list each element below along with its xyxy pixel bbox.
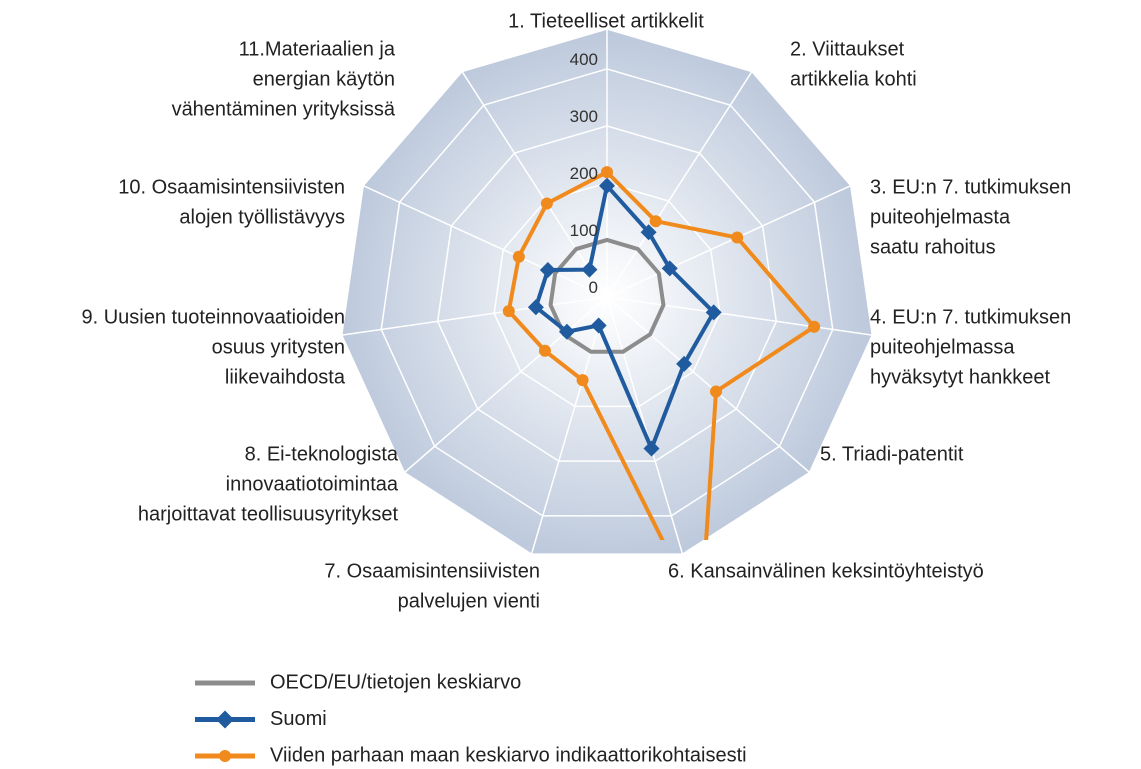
- spoke: [530, 296, 608, 555]
- category-label: puiteohjelmassa: [870, 336, 1015, 358]
- marker: [695, 611, 707, 623]
- y-tick-label: 100: [570, 221, 598, 240]
- y-tick-label: 200: [570, 164, 598, 183]
- marker: [710, 385, 723, 398]
- category-label: alojen työllistävyys: [179, 206, 345, 228]
- category-label: energian käytön: [253, 68, 395, 90]
- category-label: vähentäminen yrityksissä: [172, 98, 396, 120]
- marker: [512, 250, 525, 263]
- category-label: palvelujen vienti: [398, 590, 540, 612]
- legend-marker: [216, 710, 234, 729]
- web: [340, 28, 874, 555]
- labels: 0 100 200 300 400 1. Tieteelliset artikkelit 2…: [81, 10, 1071, 766]
- legend-label: OECD/EU/tietojen keskiarvo: [270, 671, 521, 693]
- category-label: hyväksytyt hankkeet: [870, 366, 1051, 388]
- legend-label: Suomi: [270, 708, 327, 730]
- category-label: 4. EU:n 7. tutkimuksen: [870, 306, 1071, 328]
- marker: [705, 304, 722, 321]
- marker: [590, 317, 607, 334]
- marker: [601, 166, 613, 179]
- category-label: harjoittavat teollisuusyritykset: [138, 503, 399, 525]
- y-tick-label: 300: [570, 107, 598, 126]
- category-label: innovaatiotoimintaa: [226, 473, 399, 495]
- legend-label: Viiden parhaan maan keskiarvo indikaatto…: [270, 744, 747, 766]
- spoke: [606, 184, 852, 298]
- category-label: osuus yritysten: [212, 336, 345, 358]
- category-label: 2. Viittaukset: [790, 38, 905, 60]
- series-layer: [502, 166, 821, 623]
- marker: [640, 224, 657, 241]
- y-tick-label: 0: [589, 278, 598, 297]
- legend-marker: [219, 750, 231, 762]
- marker: [576, 374, 589, 387]
- marker: [540, 197, 553, 210]
- category-label: 7. Osaamisintensiivisten: [324, 560, 540, 582]
- category-label: saatu rahoitus: [870, 236, 996, 258]
- series-1: [527, 177, 722, 457]
- marker: [661, 260, 678, 277]
- marker: [808, 320, 821, 333]
- marker: [581, 261, 598, 278]
- marker: [676, 355, 693, 372]
- marker: [502, 305, 515, 318]
- grid-ring: [493, 182, 721, 408]
- y-tick-label: 400: [570, 50, 598, 69]
- spoke: [403, 296, 608, 474]
- marker: [731, 231, 744, 244]
- category-label: 6. Kansainvälinen keksintöyhteistyö: [668, 560, 984, 582]
- category-label: 10. Osaamisintensiivisten: [118, 176, 345, 198]
- category-label: 1. Tieteelliset artikkelit: [508, 10, 704, 32]
- spoke: [606, 296, 684, 555]
- category-label: 11.Materiaalien ja: [239, 38, 396, 60]
- grid-ring: [436, 125, 778, 462]
- series-line: [506, 169, 818, 540]
- spoke: [461, 71, 608, 298]
- spoke: [341, 296, 608, 336]
- spoke: [362, 184, 608, 298]
- category-label: 9. Uusien tuoteinnovaatioiden: [81, 306, 345, 328]
- marker: [599, 177, 615, 194]
- category-label: puiteohjelmasta: [870, 206, 1011, 228]
- marker: [643, 440, 660, 457]
- category-label: 5. Triadi-patentit: [820, 443, 964, 465]
- series-2: [502, 166, 821, 623]
- category-label: 8. Ei-teknologista: [245, 443, 399, 465]
- marker: [558, 323, 575, 340]
- category-label: 3. EU:n 7. tutkimuksen: [870, 176, 1071, 198]
- marker: [538, 344, 551, 357]
- spoke: [606, 71, 753, 298]
- marker: [527, 299, 544, 316]
- category-label: liikevaihdosta: [225, 366, 346, 388]
- marker: [649, 215, 662, 228]
- spoke: [606, 296, 811, 474]
- spoke: [606, 296, 873, 336]
- category-label: artikkelia kohti: [790, 68, 917, 90]
- marker: [539, 261, 556, 278]
- grid-ring: [380, 68, 834, 517]
